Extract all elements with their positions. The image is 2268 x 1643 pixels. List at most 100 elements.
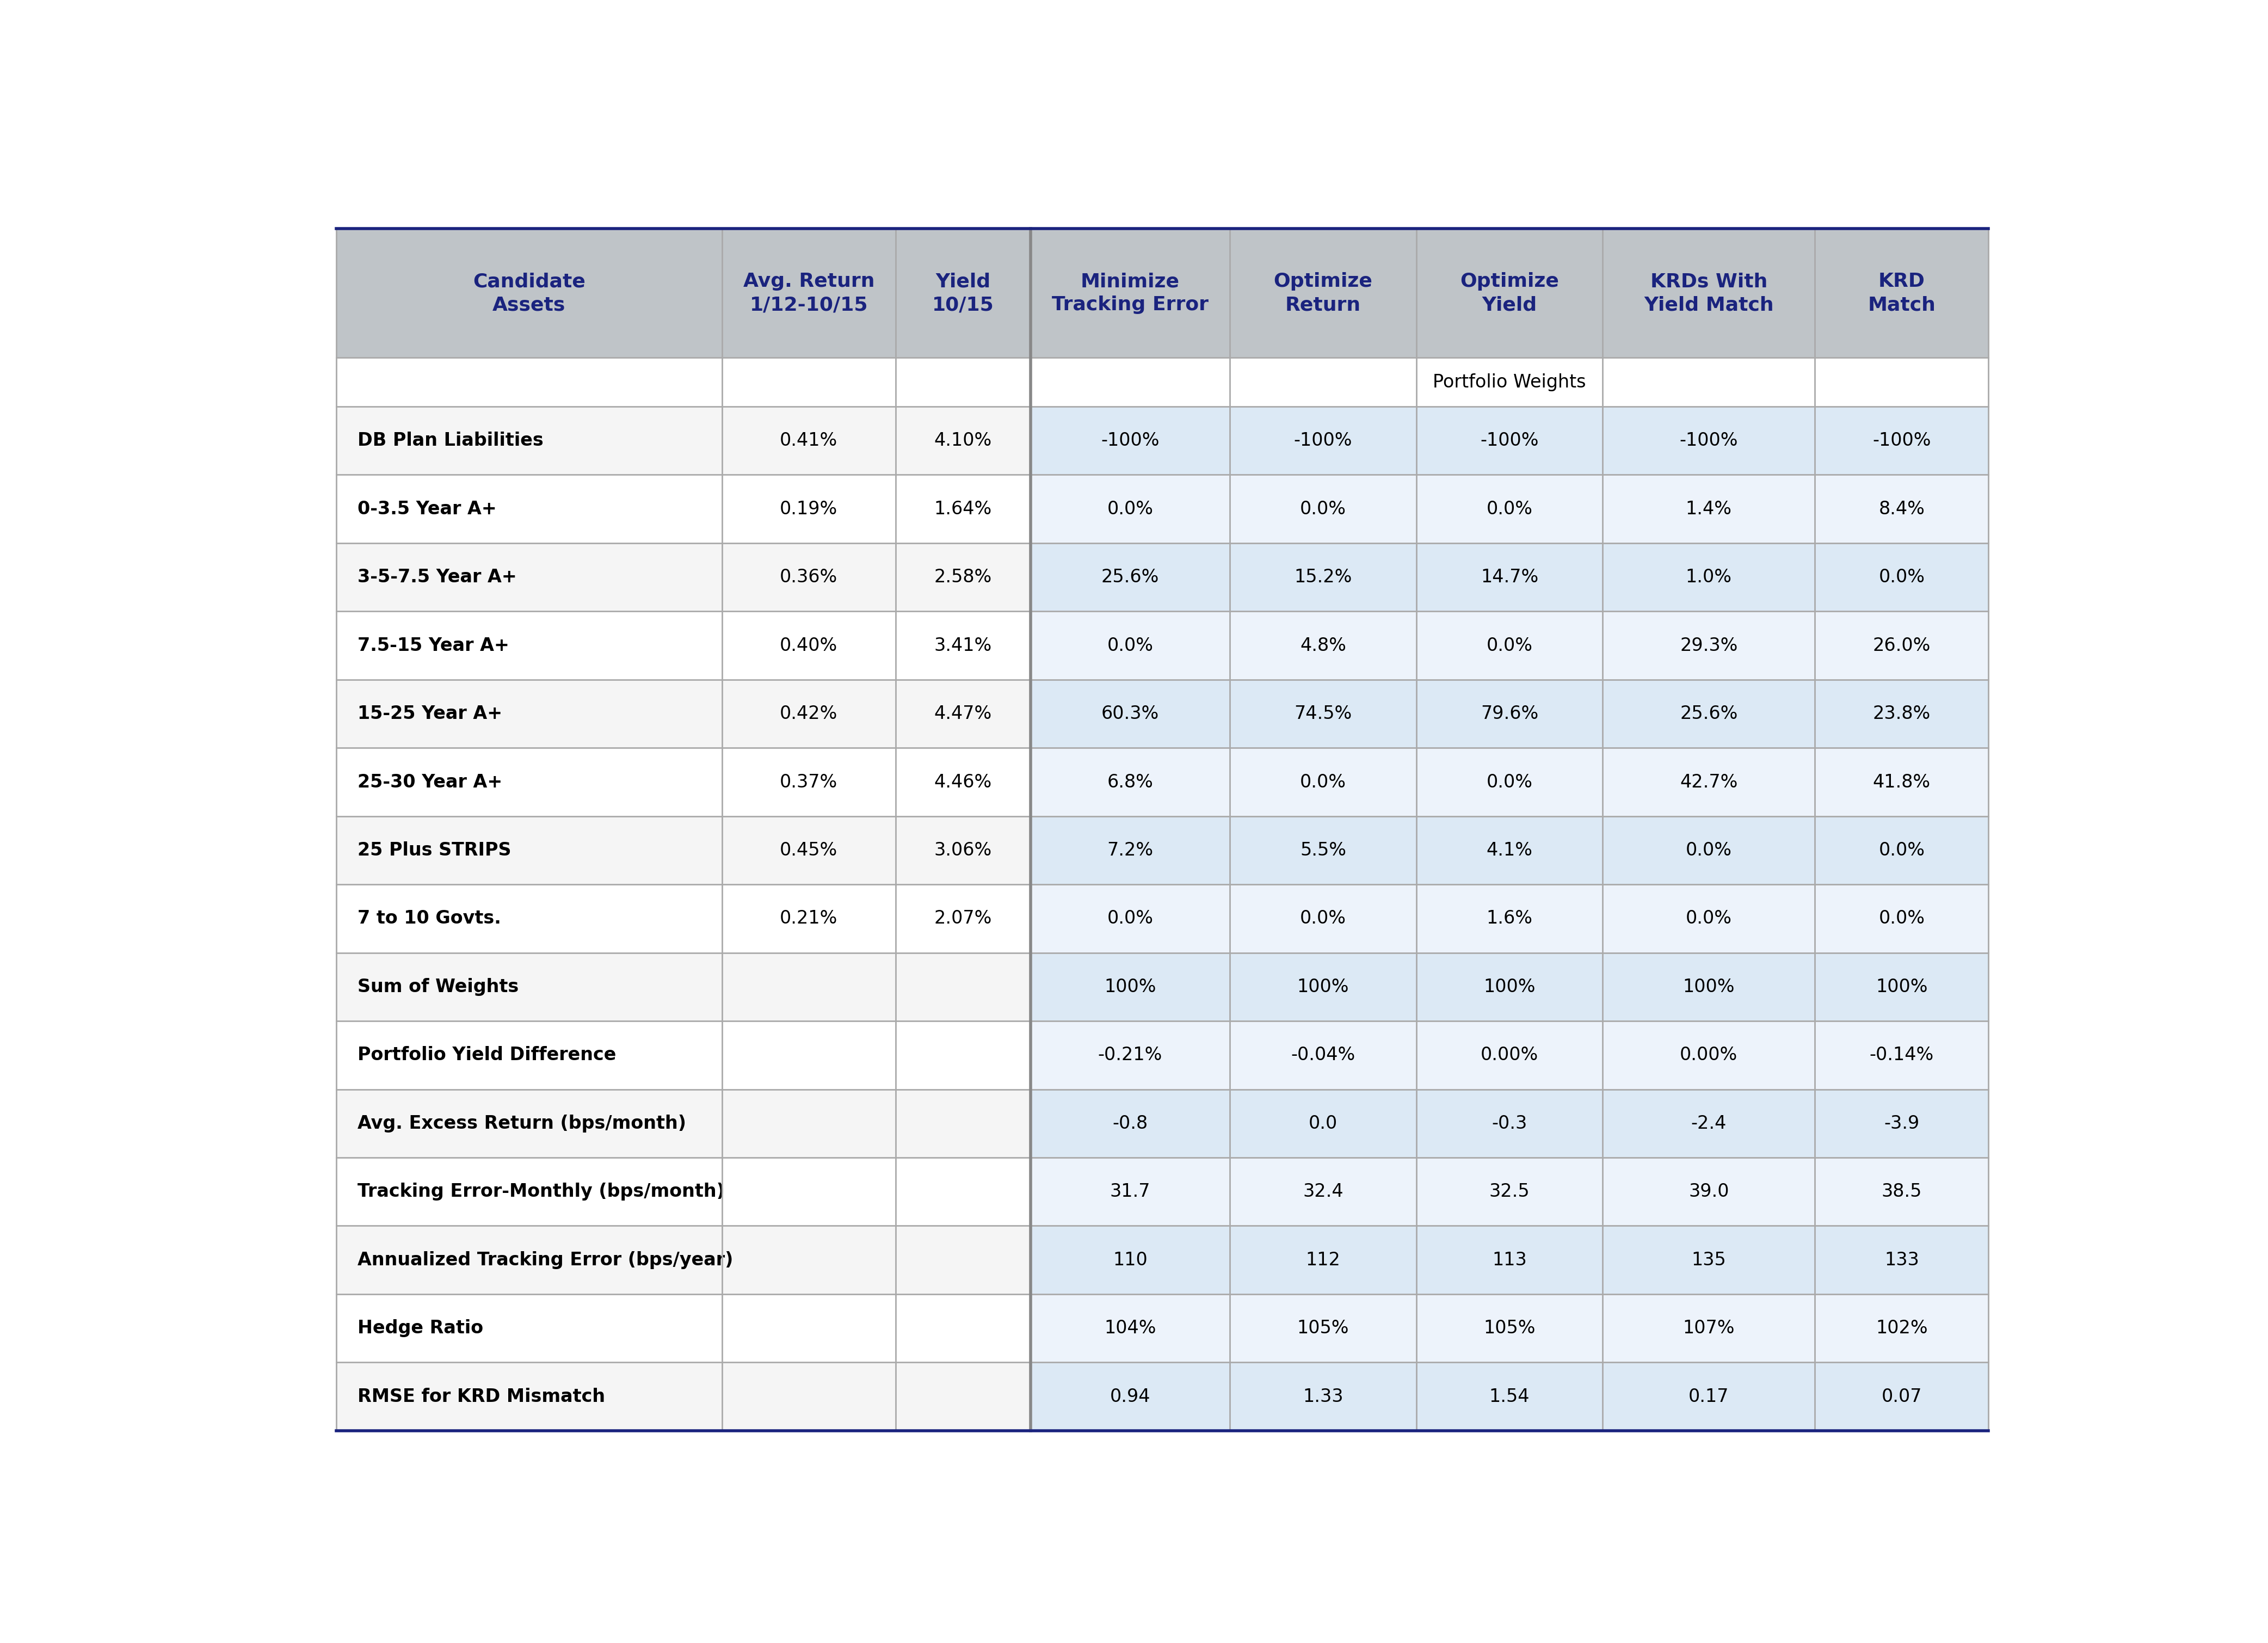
Text: 135: 135 xyxy=(1692,1250,1726,1268)
Text: 100%: 100% xyxy=(1683,978,1735,996)
Text: 25.6%: 25.6% xyxy=(1102,568,1159,587)
Text: 0.21%: 0.21% xyxy=(780,910,837,928)
Bar xyxy=(1030,1089,1989,1158)
Text: 0.0%: 0.0% xyxy=(1107,910,1154,928)
Text: -2.4: -2.4 xyxy=(1692,1114,1726,1132)
Text: 0.0%: 0.0% xyxy=(1300,910,1347,928)
Text: 0.17: 0.17 xyxy=(1690,1388,1728,1405)
Bar xyxy=(1030,544,1989,611)
Bar xyxy=(336,611,1030,680)
Text: 79.6%: 79.6% xyxy=(1481,705,1538,723)
Text: 7.2%: 7.2% xyxy=(1107,841,1154,859)
Text: 1.4%: 1.4% xyxy=(1685,499,1733,518)
Bar xyxy=(1030,611,1989,680)
Bar xyxy=(1030,475,1989,544)
Text: 105%: 105% xyxy=(1483,1319,1535,1337)
Text: 39.0: 39.0 xyxy=(1690,1183,1728,1201)
Text: 133: 133 xyxy=(1885,1250,1919,1268)
Text: 0.19%: 0.19% xyxy=(780,499,837,518)
Text: 25.6%: 25.6% xyxy=(1681,705,1737,723)
Text: Minimize
Tracking Error: Minimize Tracking Error xyxy=(1052,273,1209,314)
Bar xyxy=(336,406,1030,475)
Text: 14.7%: 14.7% xyxy=(1481,568,1538,587)
Text: 31.7: 31.7 xyxy=(1109,1183,1150,1201)
Bar xyxy=(336,1226,1030,1295)
Text: 60.3%: 60.3% xyxy=(1102,705,1159,723)
Text: -100%: -100% xyxy=(1100,432,1159,450)
Text: 107%: 107% xyxy=(1683,1319,1735,1337)
Text: 2.58%: 2.58% xyxy=(934,568,991,587)
Text: 0.36%: 0.36% xyxy=(780,568,837,587)
Bar xyxy=(1030,406,1989,475)
Text: -100%: -100% xyxy=(1293,432,1352,450)
Bar xyxy=(336,544,1030,611)
Text: -100%: -100% xyxy=(1681,432,1737,450)
Text: 0.00%: 0.00% xyxy=(1481,1047,1538,1065)
Text: -100%: -100% xyxy=(1481,432,1538,450)
Text: 0.00%: 0.00% xyxy=(1681,1047,1737,1065)
Text: 29.3%: 29.3% xyxy=(1681,636,1737,654)
Text: 0-3.5 Year A+: 0-3.5 Year A+ xyxy=(358,499,497,518)
Text: -0.21%: -0.21% xyxy=(1098,1047,1163,1065)
Bar xyxy=(1030,1362,1989,1431)
Text: -3.9: -3.9 xyxy=(1885,1114,1919,1132)
Text: -0.3: -0.3 xyxy=(1492,1114,1526,1132)
Text: 1.0%: 1.0% xyxy=(1685,568,1733,587)
Bar xyxy=(1030,1158,1989,1226)
Bar xyxy=(336,817,1030,884)
Text: 113: 113 xyxy=(1492,1250,1526,1268)
Text: 0.0%: 0.0% xyxy=(1685,841,1733,859)
Bar xyxy=(1030,884,1989,953)
Text: 100%: 100% xyxy=(1105,978,1157,996)
Bar xyxy=(1030,748,1989,817)
Text: Yield
10/15: Yield 10/15 xyxy=(932,273,993,314)
Text: 1.54: 1.54 xyxy=(1490,1388,1531,1405)
Text: 0.0%: 0.0% xyxy=(1107,499,1154,518)
Text: 0.0%: 0.0% xyxy=(1486,636,1533,654)
Bar xyxy=(336,748,1030,817)
Text: 38.5: 38.5 xyxy=(1882,1183,1921,1201)
Text: Portfolio Weights: Portfolio Weights xyxy=(1433,373,1585,391)
Bar xyxy=(336,475,1030,544)
Text: 4.10%: 4.10% xyxy=(934,432,991,450)
Text: 1.64%: 1.64% xyxy=(934,499,991,518)
Bar xyxy=(336,1089,1030,1158)
Text: Sum of Weights: Sum of Weights xyxy=(358,978,519,996)
Bar xyxy=(336,680,1030,748)
Text: DB Plan Liabilities: DB Plan Liabilities xyxy=(358,432,544,450)
Bar xyxy=(336,358,1989,406)
Text: 25 Plus STRIPS: 25 Plus STRIPS xyxy=(358,841,510,859)
Bar xyxy=(1030,1020,1989,1089)
Text: 104%: 104% xyxy=(1105,1319,1157,1337)
Text: 8.4%: 8.4% xyxy=(1878,499,1926,518)
Text: 23.8%: 23.8% xyxy=(1873,705,1930,723)
Text: KRDs With
Yield Match: KRDs With Yield Match xyxy=(1644,273,1774,314)
Text: 100%: 100% xyxy=(1483,978,1535,996)
Text: Portfolio Yield Difference: Portfolio Yield Difference xyxy=(358,1047,617,1065)
Text: Avg. Excess Return (bps/month): Avg. Excess Return (bps/month) xyxy=(358,1114,685,1132)
Text: 2.07%: 2.07% xyxy=(934,910,991,928)
Text: 3.06%: 3.06% xyxy=(934,841,991,859)
Bar xyxy=(336,953,1030,1020)
Bar xyxy=(1030,680,1989,748)
Bar xyxy=(1030,817,1989,884)
Bar xyxy=(336,884,1030,953)
Text: Candidate
Assets: Candidate Assets xyxy=(472,273,585,314)
Text: 0.0%: 0.0% xyxy=(1486,499,1533,518)
Text: 100%: 100% xyxy=(1297,978,1349,996)
Text: 15.2%: 15.2% xyxy=(1295,568,1352,587)
Text: 74.5%: 74.5% xyxy=(1295,705,1352,723)
Bar xyxy=(336,1020,1030,1089)
Text: 41.8%: 41.8% xyxy=(1873,774,1930,790)
Text: 4.8%: 4.8% xyxy=(1300,636,1347,654)
Text: 0.0%: 0.0% xyxy=(1878,841,1926,859)
Text: -0.04%: -0.04% xyxy=(1290,1047,1356,1065)
Text: 0.40%: 0.40% xyxy=(780,636,837,654)
Text: Annualized Tracking Error (bps/year): Annualized Tracking Error (bps/year) xyxy=(358,1250,733,1268)
Text: 112: 112 xyxy=(1306,1250,1340,1268)
Text: -0.8: -0.8 xyxy=(1114,1114,1148,1132)
Text: 105%: 105% xyxy=(1297,1319,1349,1337)
Text: 0.0%: 0.0% xyxy=(1685,910,1733,928)
Text: -0.14%: -0.14% xyxy=(1869,1047,1935,1065)
Bar xyxy=(336,228,1989,358)
